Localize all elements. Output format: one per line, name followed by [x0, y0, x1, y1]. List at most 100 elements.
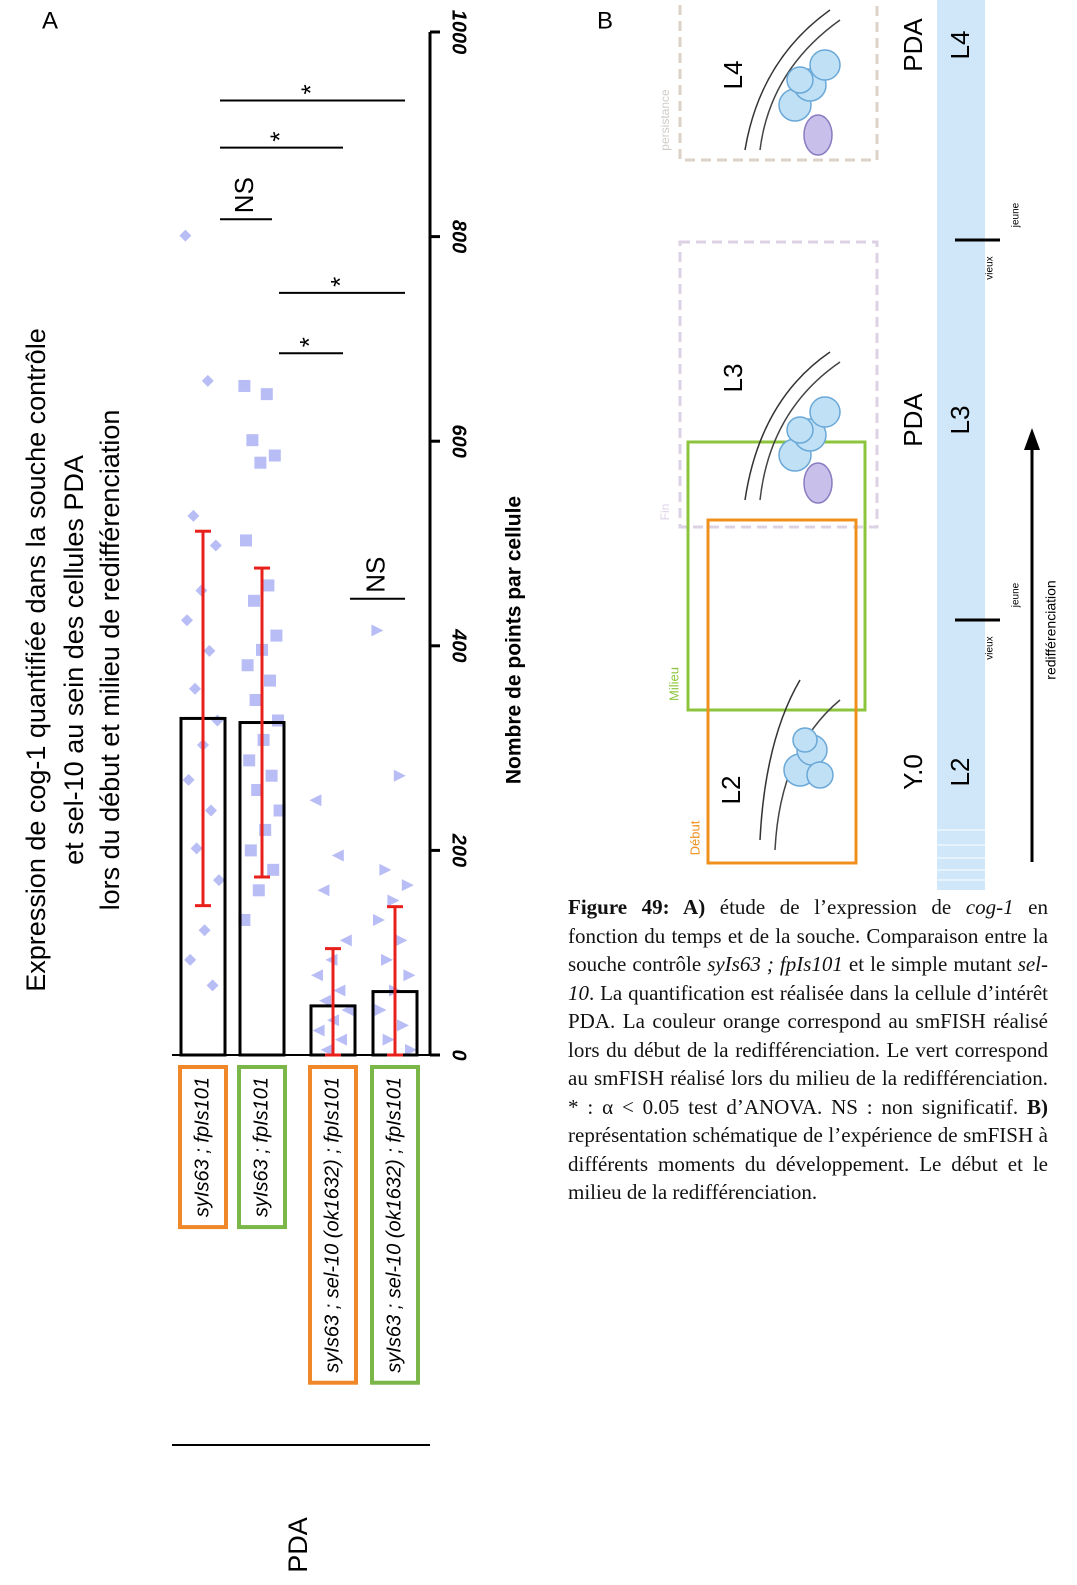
data-point: [248, 594, 260, 607]
data-point: [268, 449, 281, 462]
data-point: [262, 579, 275, 592]
data-point: [260, 388, 273, 401]
data-point: [382, 1033, 395, 1046]
data-point: [405, 1043, 417, 1056]
data-point: [252, 884, 265, 897]
arrow-label: redifférenciation: [1043, 580, 1059, 679]
box-label: Fin: [658, 504, 672, 521]
data-point: [379, 863, 392, 876]
data-point: [335, 1033, 347, 1046]
data-point: [213, 874, 225, 887]
y-tick-label: 600: [448, 425, 470, 458]
category-box: [308, 1065, 358, 1385]
y-tick-label: 400: [448, 628, 470, 662]
data-point: [182, 773, 195, 786]
data-point: [254, 456, 267, 469]
cell-stage: PDA: [898, 393, 928, 447]
significance-label: *: [264, 131, 294, 141]
data-point: [401, 879, 414, 892]
data-point: [246, 434, 259, 447]
caption-text: en fonction du temps et de la souche. Co…: [568, 895, 1048, 976]
caption-text: Figure 49: A): [568, 895, 706, 919]
stage-sub-label: vieux: [985, 636, 996, 659]
stage-sub-label: jeune: [1011, 202, 1022, 228]
cell-drawing: [744, 9, 841, 851]
data-point: [319, 994, 331, 1007]
significance-label: NS: [229, 177, 259, 213]
data-point: [395, 934, 408, 947]
larva-stage: L3: [945, 406, 975, 435]
data-point: [249, 694, 262, 707]
data-point: [203, 644, 216, 657]
data-point: [387, 894, 400, 907]
data-point: [317, 884, 330, 897]
caption-text: B): [1027, 1094, 1048, 1119]
group-label: PDA: [283, 1517, 313, 1573]
box-label: persistance: [658, 89, 672, 151]
category-box: [237, 1065, 287, 1230]
stage-sub-label: jeune: [1011, 582, 1022, 608]
data-point: [251, 784, 264, 797]
stage-box: [706, 518, 858, 865]
data-point: [309, 794, 322, 807]
data-point: [244, 844, 257, 857]
significance-label: *: [325, 277, 355, 287]
caption: Figure 49: A) étude de l’expression de c…: [568, 893, 1048, 1207]
y-tick-label: 200: [448, 833, 470, 867]
caption-text: sel-10: [568, 952, 1049, 1005]
data-point: [265, 769, 278, 782]
chart-title: lors du début et milieu de redifférencia…: [95, 410, 125, 911]
data-point: [272, 714, 284, 727]
data-point: [205, 804, 217, 817]
stage-box: [678, 240, 879, 529]
data-point: [312, 1024, 325, 1037]
data-point: [267, 863, 280, 876]
caption-text: . La quantification est réalisée dans la…: [568, 980, 1048, 1119]
stage-box: [678, 0, 879, 162]
arrow-head: [1024, 428, 1040, 450]
x-tick-label: syIs63 ; fpIs101: [191, 1077, 213, 1217]
box-label: Milieu: [666, 667, 681, 701]
significance-label: NS: [360, 557, 390, 593]
data-point: [397, 1019, 409, 1032]
axis-label: Nombre de points par cellule: [503, 496, 526, 784]
timeline: [937, 0, 985, 890]
cell-stage: PDA: [898, 18, 928, 72]
data-point: [195, 584, 208, 597]
data-point: [184, 953, 197, 966]
data-point: [320, 1043, 333, 1056]
cell-label: L4: [718, 61, 748, 90]
significance-label: *: [295, 84, 325, 94]
data-point: [190, 842, 203, 855]
data-point: [374, 1003, 387, 1016]
cell-label: L2: [716, 776, 746, 805]
data-point: [393, 769, 406, 782]
data-point: [373, 913, 385, 926]
data-point: [264, 674, 276, 687]
data-point: [179, 229, 192, 242]
larva-stage: L4: [945, 31, 975, 60]
caption-text: représentation schématique de l’expérien…: [568, 1123, 1048, 1204]
panel-label: A: [42, 7, 58, 34]
caption-text: syIs63 ; fpIs101: [707, 952, 843, 976]
y-tick-label: 0: [448, 1049, 470, 1060]
data-point: [270, 629, 283, 642]
data-point: [240, 534, 252, 547]
data-point: [181, 614, 193, 627]
chart-title: Expression de cog-1 quantifiée dans la s…: [21, 328, 51, 991]
chart-title: et sel-10 au sein des cellules PDA: [59, 455, 89, 865]
category-box: [178, 1065, 228, 1230]
category-box: [370, 1065, 420, 1385]
data-point: [331, 849, 344, 862]
timeline-stripes: [937, 829, 985, 881]
cell-stage: Y.0: [898, 754, 928, 790]
data-point: [311, 969, 323, 982]
data-point: [211, 714, 224, 727]
data-point: [201, 374, 214, 387]
data-point: [333, 984, 346, 997]
box-label: Début: [687, 820, 702, 855]
data-point: [198, 924, 211, 937]
data-point: [189, 682, 201, 695]
